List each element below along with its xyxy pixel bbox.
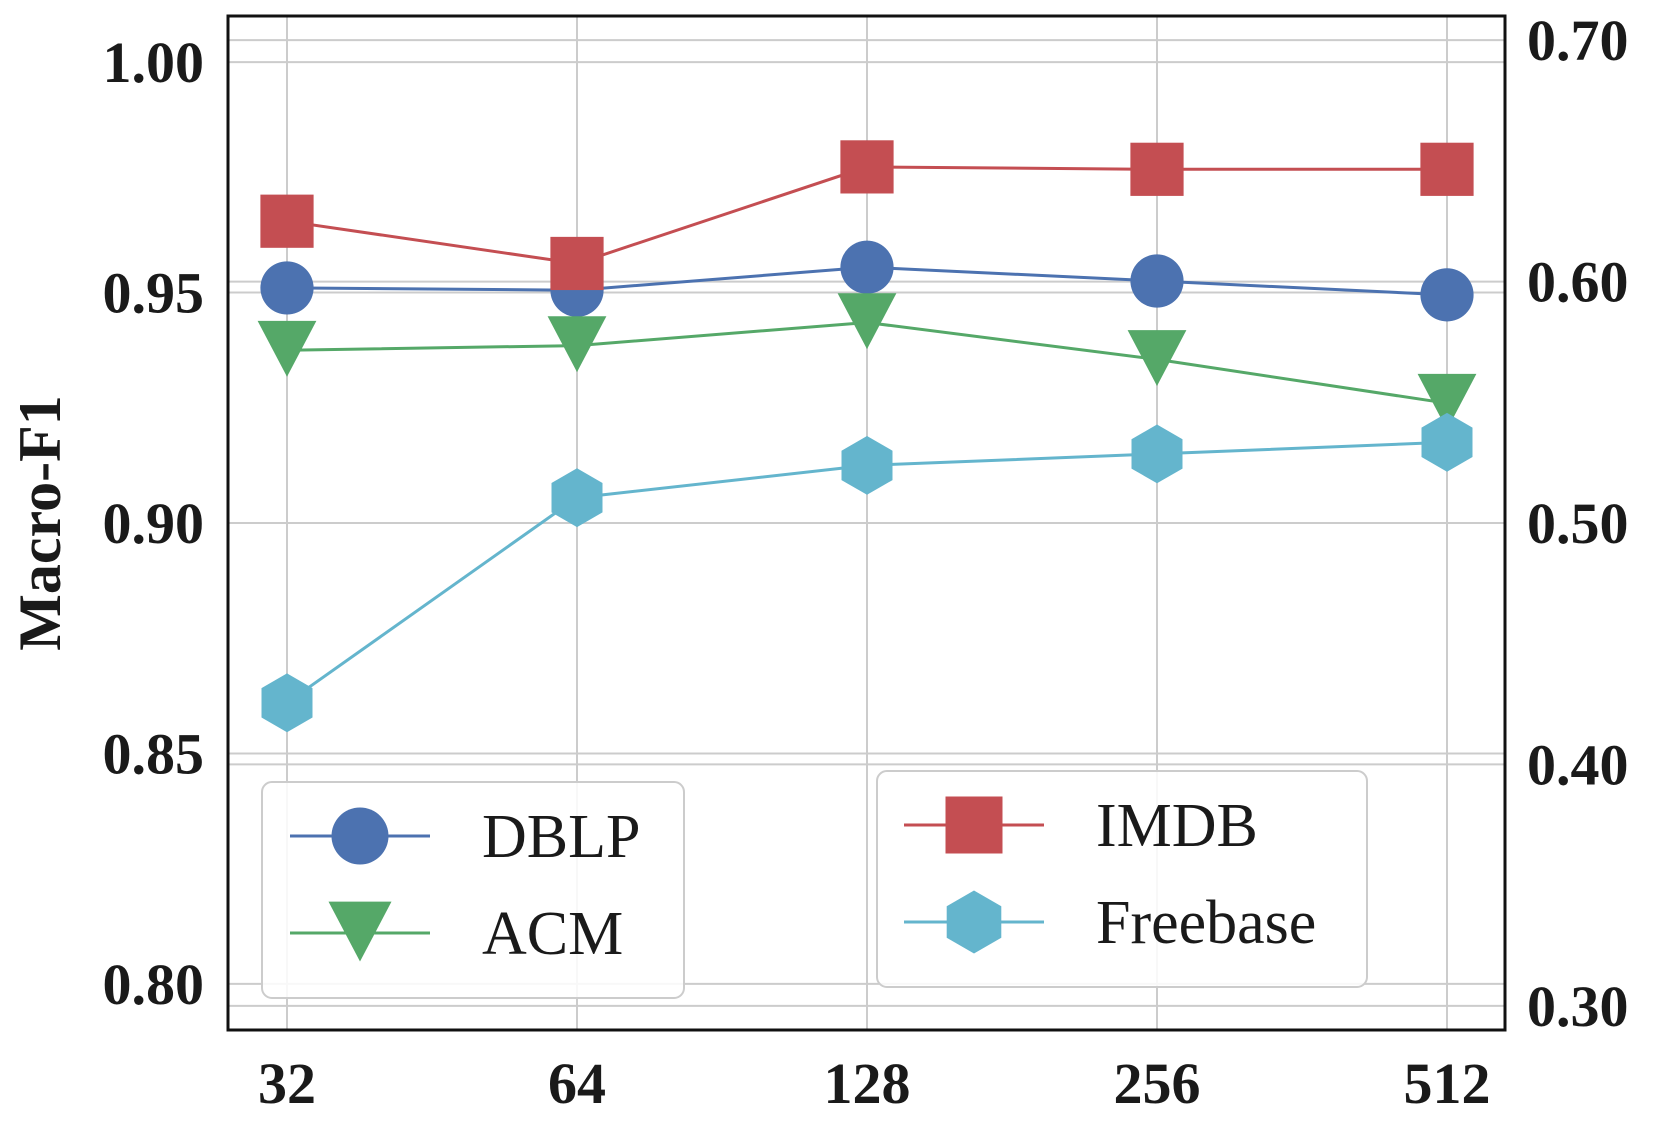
acm-point-256: [1127, 330, 1187, 386]
x-tick-label-512: 512: [1404, 1051, 1491, 1116]
y2-tick-label-0.50: 0.50: [1527, 491, 1629, 556]
plot-frame: [226, 14, 1507, 1032]
legend-freebase-label: Freebase: [1096, 889, 1316, 957]
dblp-point-256: [1130, 254, 1184, 308]
legends: DBLP ACM IMDB Freebase: [261, 770, 1368, 999]
dblp-point-512: [1420, 268, 1474, 322]
x-tick-label-32: 32: [258, 1051, 316, 1116]
legend-2: IMDB Freebase: [876, 770, 1368, 988]
legend-freebase-marker: [946, 890, 1002, 954]
legend-imdb-label: IMDB: [1096, 792, 1258, 860]
series-freebase: [261, 412, 1473, 733]
freebase-point-64: [551, 468, 603, 528]
series: [257, 140, 1477, 733]
legend-acm-marker: [328, 901, 392, 962]
y-tick-label-1.00: 1.00: [103, 30, 205, 95]
y-tick-label-0.80: 0.80: [103, 952, 205, 1017]
x-tick-label-256: 256: [1114, 1051, 1201, 1116]
x-tick-label-64: 64: [548, 1051, 606, 1116]
freebase-point-128: [841, 436, 893, 495]
dblp-point-32: [260, 261, 314, 315]
y-tick-label-0.85: 0.85: [103, 721, 205, 786]
y2-tick-label-0.30: 0.30: [1527, 974, 1629, 1039]
dblp-point-128: [840, 240, 894, 294]
y2-tick-label-0.60: 0.60: [1527, 250, 1629, 315]
imdb-point-64: [550, 236, 604, 291]
imdb-point-256: [1130, 142, 1184, 196]
tick-labels: 32 64 128 256 512 0.80 0.85 0.90 0.95 1.00 0.30 0.4…: [103, 8, 1629, 1116]
legend-imdb-marker: [945, 796, 1003, 854]
imdb-point-512: [1420, 142, 1474, 196]
y2-tick-label-0.40: 0.40: [1527, 732, 1629, 797]
acm-point-512: [1417, 373, 1477, 430]
freebase-point-256: [1131, 424, 1183, 484]
legend-dblp-marker: [331, 807, 389, 865]
acm-point-64: [547, 316, 607, 373]
y2-tick-label-0.70: 0.70: [1527, 8, 1629, 73]
acm-point-128: [837, 293, 897, 350]
legend-1: DBLP ACM: [261, 781, 685, 999]
imdb-point-32: [260, 194, 314, 248]
freebase-point-32: [261, 673, 313, 733]
legend-dblp-label: DBLP: [482, 803, 640, 871]
y-tick-label-0.95: 0.95: [103, 261, 205, 326]
acm-point-32: [257, 320, 317, 377]
y-tick-label-0.90: 0.90: [103, 491, 205, 556]
series-imdb: [260, 140, 1474, 291]
freebase-point-512: [1421, 412, 1473, 472]
legend-acm-label: ACM: [482, 900, 623, 968]
imdb-point-128: [840, 140, 894, 194]
series-acm: [257, 293, 1477, 430]
y-axis-title: Macro-F1: [7, 395, 73, 650]
x-tick-label-128: 128: [824, 1051, 911, 1116]
